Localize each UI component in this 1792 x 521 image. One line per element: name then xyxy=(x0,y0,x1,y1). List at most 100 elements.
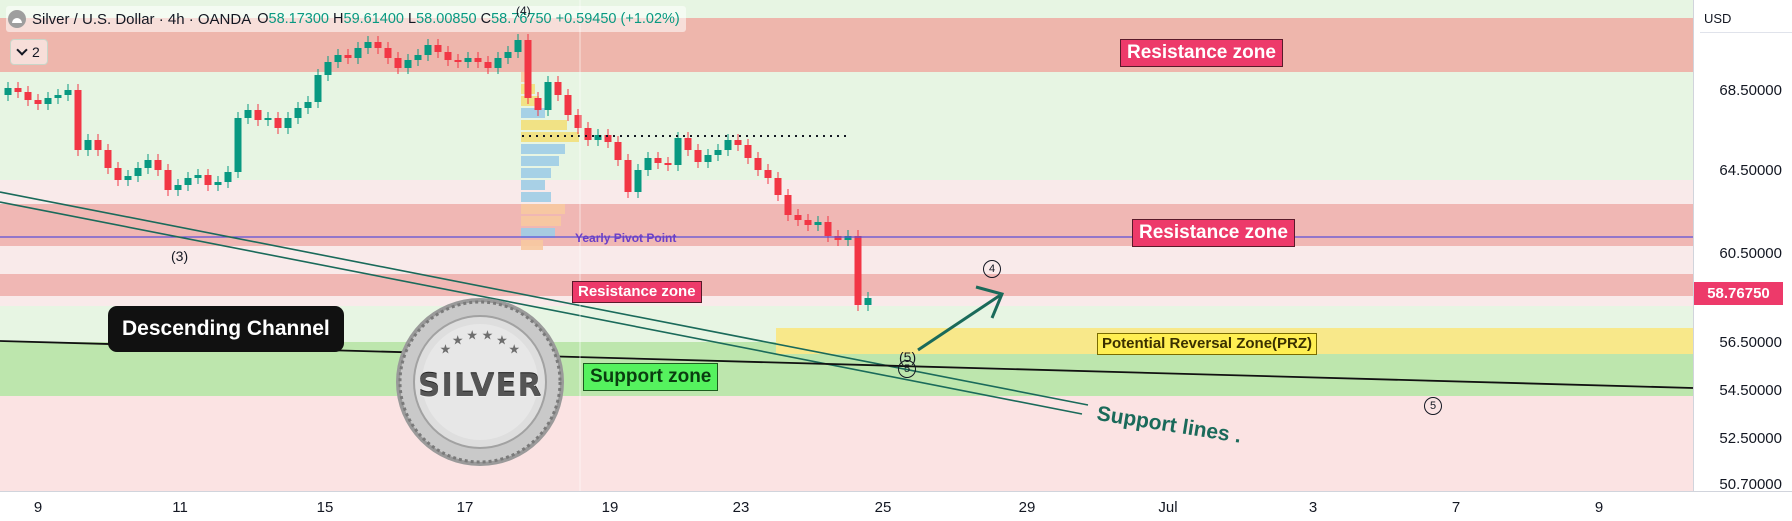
candle-body xyxy=(784,195,792,215)
price-axis[interactable]: 68.50000 64.50000 60.50000 56.50000 54.5… xyxy=(1693,0,1792,493)
candle-body xyxy=(264,118,272,120)
candle-body xyxy=(714,150,722,155)
resistance-band-low xyxy=(0,274,1693,296)
descending-channel-label[interactable]: Descending Channel xyxy=(108,306,344,352)
candle-body xyxy=(194,175,202,178)
candle-body xyxy=(294,108,302,118)
candle-body xyxy=(524,40,532,98)
candle-body xyxy=(444,52,452,60)
candle-body xyxy=(284,118,292,128)
symbol-title[interactable]: Silver / U.S. Dollar · 4h · OANDA xyxy=(32,10,252,28)
candle-body xyxy=(734,140,742,145)
candle-body xyxy=(864,298,872,305)
candle-body xyxy=(394,58,402,68)
candle-body xyxy=(624,160,632,192)
indicators-toggle[interactable]: 2 xyxy=(10,39,48,65)
candle-body xyxy=(764,170,772,178)
time-tick: 11 xyxy=(172,499,188,516)
candle-body xyxy=(544,82,552,110)
silver-logo-icon xyxy=(8,10,26,28)
candle-body xyxy=(354,48,362,58)
star-icon: ★ xyxy=(466,328,478,343)
candle-body xyxy=(534,98,542,110)
arrow-up-right-icon xyxy=(917,285,1005,352)
candle-body xyxy=(824,222,832,236)
open-value: 58.17300 xyxy=(268,11,329,27)
candle-body xyxy=(604,135,612,142)
candle-body xyxy=(644,158,652,170)
resistance-zone-label-top[interactable]: Resistance zone xyxy=(1120,39,1283,67)
time-tick: 17 xyxy=(456,499,474,516)
resistance-zone-label-mid[interactable]: Resistance zone xyxy=(1132,219,1295,247)
wave-4-top-label[interactable]: (4) xyxy=(516,4,531,18)
volume-profile-bar xyxy=(521,168,551,178)
candle-body xyxy=(554,82,562,95)
candle-body xyxy=(124,176,132,180)
price-tick: 54.50000 xyxy=(1719,382,1782,399)
yearly-pivot-label[interactable]: Yearly Pivot Point xyxy=(575,231,677,245)
volume-profile-bar xyxy=(521,180,545,190)
candle-body xyxy=(174,185,182,190)
candle-body xyxy=(434,45,442,52)
candle-body xyxy=(114,168,122,180)
candle-body xyxy=(364,42,372,48)
candle-body xyxy=(814,222,822,225)
wave-5-circle-b[interactable]: 5 xyxy=(898,360,916,378)
candle-body xyxy=(44,98,52,104)
price-tick: 68.50000 xyxy=(1719,82,1782,99)
candle-body xyxy=(184,178,192,185)
candle-body xyxy=(484,62,492,68)
volume-profile-bar xyxy=(521,192,551,202)
wave-3-label[interactable]: (3) xyxy=(171,248,189,264)
candle-body xyxy=(574,115,582,128)
time-tick: Jul xyxy=(1158,499,1178,516)
high-value: 59.61400 xyxy=(343,11,404,27)
candle-body xyxy=(254,110,262,120)
candle-body xyxy=(334,55,342,62)
resistance-zone-label-low[interactable]: Resistance zone xyxy=(572,281,702,303)
time-axis[interactable]: 9 11 15 17 19 23 25 29 Jul 3 7 9 xyxy=(0,491,1792,521)
candle-body xyxy=(344,55,352,58)
candle-body xyxy=(104,150,112,168)
candle-body xyxy=(564,95,572,115)
candle-body xyxy=(704,155,712,162)
support-zone-label[interactable]: Support zone xyxy=(583,363,719,391)
price-tick: 50.70000 xyxy=(1719,476,1782,493)
candle-body xyxy=(164,170,172,190)
candle-body xyxy=(74,90,82,150)
candle-body xyxy=(314,75,322,102)
silver-coin-logo: ★★ ★ ★ ★★ xyxy=(396,298,564,466)
volume-profile-bar xyxy=(521,108,545,118)
candle-body xyxy=(94,140,102,150)
candle-body xyxy=(654,158,662,163)
time-tick: 9 xyxy=(33,499,43,516)
candles xyxy=(4,34,872,311)
current-price-label: 58.76750 xyxy=(1694,282,1783,305)
volume-profile-bar xyxy=(521,240,543,250)
volume-profile-bar xyxy=(521,156,559,166)
candle-body xyxy=(154,160,162,170)
symbol-header[interactable]: Silver / U.S. Dollar · 4h · OANDA O58.17… xyxy=(6,6,686,32)
candle-body xyxy=(594,135,602,140)
star-icon: ★ xyxy=(496,332,508,347)
time-tick: 23 xyxy=(732,499,750,516)
candle-body xyxy=(694,150,702,162)
candle-body xyxy=(454,60,462,62)
volume-profile-bar xyxy=(521,120,567,130)
candle-body xyxy=(854,236,862,305)
wave-5-circle[interactable]: 5 xyxy=(1424,397,1442,415)
change-value: +0.59450 (+1.02%) xyxy=(555,11,680,27)
candle-body xyxy=(834,236,842,240)
candle-body xyxy=(54,95,62,98)
candle-body xyxy=(724,140,732,150)
candle-body xyxy=(584,128,592,140)
prz-label[interactable]: Potential Reversal Zone(PRZ) xyxy=(1097,333,1318,355)
support-line-2 xyxy=(0,201,1083,415)
wave-4-circle[interactable]: 4 xyxy=(983,260,1001,278)
candle-body xyxy=(794,215,802,220)
candle-body xyxy=(404,60,412,68)
candle-body xyxy=(744,145,752,158)
currency-label[interactable]: USD xyxy=(1700,6,1792,33)
